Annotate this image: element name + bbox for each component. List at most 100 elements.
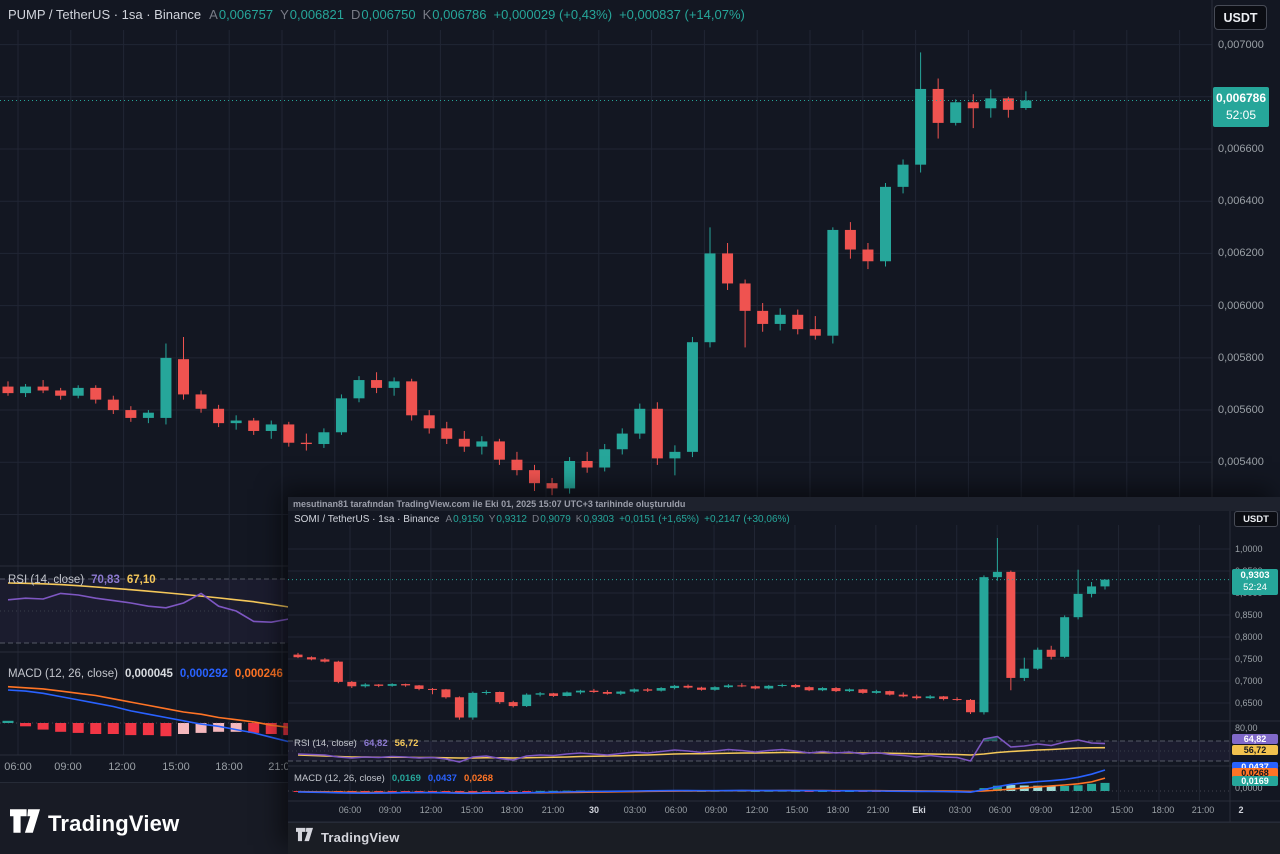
macd-hist-value: 0,0169	[391, 773, 421, 784]
price-scale-label: 0,7000	[1235, 676, 1263, 686]
time-axis-label: 06:00	[988, 805, 1012, 815]
macd-signal-value: 0,0268	[463, 773, 493, 784]
time-axis-label: 03:00	[623, 805, 647, 815]
overlay-rsi-legend[interactable]: RSI (14, close) 64,82 56,72	[294, 738, 425, 749]
ohlc-close: K0,006786	[422, 7, 487, 22]
time-axis-label: 06:00	[4, 761, 32, 773]
ohlc-open: A0,006757	[209, 7, 274, 22]
change-percent-session: +0,2147 (+30,06%)	[704, 514, 790, 525]
symbol-title[interactable]: PUMP / TetherUS · 1sa · Binance	[8, 7, 202, 22]
rsi-value-badge: 64,82	[1232, 734, 1278, 744]
time-axis-label: 09:00	[704, 805, 728, 815]
time-axis-label: 18:00	[500, 805, 524, 815]
time-axis-label: 06:00	[664, 805, 688, 815]
time-axis-label: 03:00	[948, 805, 972, 815]
price-scale-label: 0,006200	[1218, 247, 1264, 260]
bar-countdown: 52:05	[1225, 108, 1257, 123]
tradingview-logo[interactable]: TradingView	[10, 808, 179, 839]
rsi-value: 70,83	[91, 574, 120, 586]
time-axis-label: 15:00	[785, 805, 809, 815]
time-axis-label: 15:00	[460, 805, 484, 815]
change-value: +0,000029 (+0,43%)	[493, 7, 613, 22]
tradingview-icon	[296, 827, 313, 847]
ohlc-open: A0,9150	[445, 514, 484, 525]
time-axis-label: 09:00	[1029, 805, 1053, 815]
overlay-price-scale[interactable]	[1230, 511, 1280, 822]
ohlc-low: D0,9079	[531, 514, 571, 525]
rsi-value: 64,82	[363, 738, 388, 749]
time-axis-label: 30	[588, 805, 600, 815]
main-change-values: +0,000029 (+0,43%) +0,000837 (+14,07%)	[494, 7, 752, 22]
price-scale-label: 0,006600	[1218, 143, 1264, 155]
time-axis-label: 09:00	[378, 805, 402, 815]
overlay-symbol-legend[interactable]: SOMI / TetherUS · 1sa · Binance A0,9150 Y…	[294, 514, 795, 525]
macd-line-value: 0,000292	[179, 668, 228, 680]
overlay-change-values: +0,0151 (+1,65%) +0,2147 (+30,06%)	[619, 514, 795, 525]
price-scale-label: 1,0000	[1235, 544, 1263, 554]
macd-hist-badge: 0,0169	[1232, 776, 1278, 786]
ohlc-high: Y0,9312	[488, 514, 527, 525]
time-axis-label: 09:00	[54, 761, 82, 773]
price-scale-label: 0,006000	[1218, 299, 1264, 312]
rsi-ma-badge: 56,72	[1232, 745, 1278, 755]
macd-indicator-label: MACD (12, 26, close)	[294, 773, 385, 784]
rsi-ma-value: 67,10	[126, 574, 156, 586]
ohlc-close: K0,9303	[575, 514, 615, 525]
time-axis-label: 21:00	[866, 805, 890, 815]
price-scale-label: 0,8000	[1235, 632, 1263, 642]
macd-signal-badge: 0,0268	[1232, 768, 1278, 778]
overlay-symbol-title[interactable]: SOMI / TetherUS · 1sa · Binance	[294, 514, 440, 525]
overlay-currency-button-usdt[interactable]: USDT	[1234, 511, 1278, 527]
overlay-chart-canvas[interactable]	[288, 497, 1280, 853]
macd-line-badge: 0,0437	[1232, 762, 1278, 772]
time-axis-label: Eki	[912, 805, 926, 815]
price-scale-label: 0,7500	[1235, 654, 1263, 664]
price-scale-label: 0,8500	[1235, 610, 1263, 620]
currency-button-usdt[interactable]: USDT	[1214, 5, 1267, 30]
change-percent-session: +0,000837 (+14,07%)	[619, 7, 745, 22]
last-price: 0,006786	[1215, 91, 1267, 105]
time-axis-label: 18:00	[826, 805, 850, 815]
main-rsi-legend[interactable]: RSI (14, close) 70,83 67,10	[8, 574, 163, 586]
change-value: +0,0151 (+1,65%)	[619, 514, 700, 525]
main-last-price-badge: 0,006786 52:05	[1213, 87, 1269, 127]
macd-line-value: 0,0437	[427, 773, 457, 784]
rsi-indicator-label: RSI (14, close)	[294, 738, 357, 749]
macd-indicator-label: MACD (12, 26, close)	[8, 668, 118, 680]
price-scale-label: 0,005800	[1218, 351, 1264, 364]
time-axis-label: 12:00	[1069, 805, 1093, 815]
ohlc-high: Y0,006821	[280, 7, 344, 22]
price-scale-label: 0,007000	[1218, 38, 1264, 51]
tradingview-icon	[10, 808, 40, 839]
main-macd-legend[interactable]: MACD (12, 26, close) 0,000045 0,000292 0…	[8, 668, 290, 680]
time-axis-label: 15:00	[162, 761, 190, 773]
time-axis-label: 12:00	[108, 761, 136, 773]
time-axis-label: 18:00	[1151, 805, 1175, 815]
time-axis-label: 18:00	[215, 761, 243, 773]
tradingview-wordmark: TradingView	[48, 810, 180, 836]
main-time-axis[interactable]: 06:00 09:00 12:00 15:00 18:00 21:00	[0, 755, 1212, 782]
main-symbol-legend[interactable]: PUMP / TetherUS · 1sa · Binance A0,00675…	[8, 7, 752, 22]
macd-hist-value: 0,000045	[124, 668, 173, 680]
overlay-bottom-bar	[288, 822, 1280, 854]
rsi-ma-value: 56,72	[394, 738, 419, 749]
overlay-time-axis[interactable]	[288, 801, 1230, 822]
price-scale-label: 0,005600	[1218, 404, 1264, 416]
overlay-chart: mesutinan81 tarafından TradingView.com i…	[288, 497, 1280, 854]
price-scale-label: 0,6500	[1235, 698, 1263, 708]
overlay-last-price: 0,9303	[1240, 570, 1270, 581]
main-ohlc-values: A0,006757 Y0,006821 D0,006750 K0,006786	[209, 7, 493, 22]
overlay-ohlc-values: A0,9150 Y0,9312 D0,9079 K0,9303	[445, 514, 619, 525]
overlay-bar-countdown: 52:24	[1243, 581, 1267, 593]
time-axis-label: 06:00	[338, 805, 362, 815]
time-axis-label: 12:00	[745, 805, 769, 815]
overlay-tradingview-logo[interactable]: TradingView	[296, 827, 400, 847]
time-axis-label: 12:00	[419, 805, 443, 815]
snapshot-attribution: mesutinan81 tarafından TradingView.com i…	[288, 497, 1280, 511]
time-axis-label: 21:00	[1191, 805, 1215, 815]
time-axis-label: 21:00	[541, 805, 565, 815]
price-scale-label: 0,006400	[1218, 195, 1264, 208]
price-scale-label: 0,005400	[1218, 456, 1264, 469]
price-scale-label: 0,0000	[1235, 783, 1263, 793]
overlay-macd-legend[interactable]: MACD (12, 26, close) 0,0169 0,0437 0,026…	[294, 773, 500, 784]
